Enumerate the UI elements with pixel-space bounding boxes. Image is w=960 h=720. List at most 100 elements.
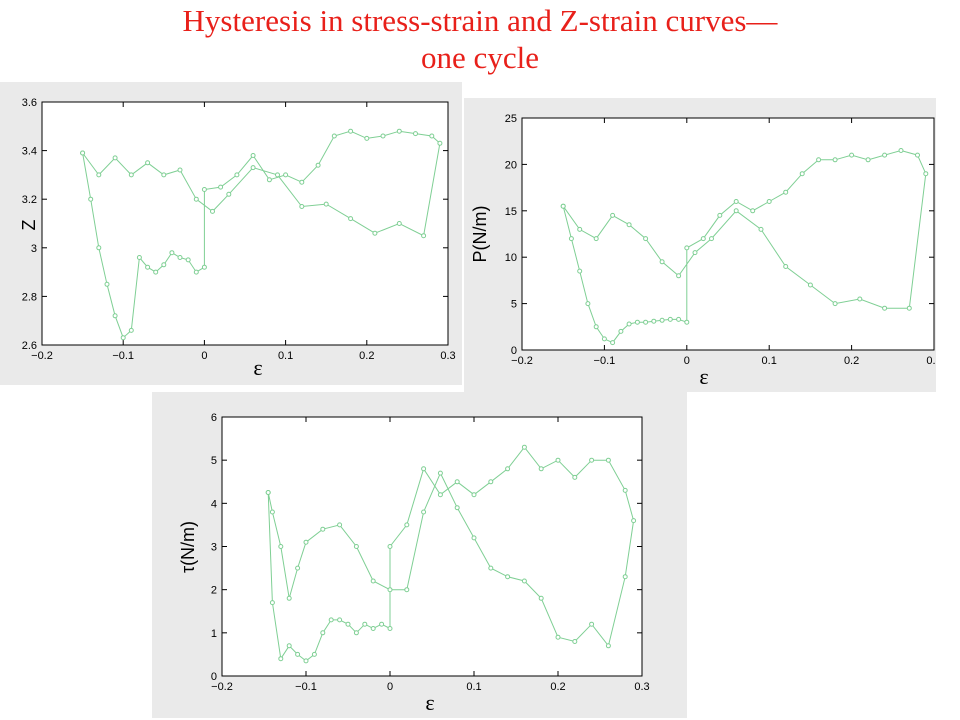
data-point: [128, 327, 134, 333]
data-point: [622, 574, 628, 580]
data-point: [315, 162, 321, 168]
x-tick-label: 0.1: [466, 681, 481, 693]
y-tick-label: 1: [211, 628, 217, 640]
data-point: [622, 487, 628, 493]
data-point: [286, 643, 292, 649]
data-point: [303, 658, 309, 664]
data-point: [345, 621, 351, 627]
data-point: [643, 236, 649, 242]
x-tick-label: 0.3: [440, 350, 455, 362]
x-tick-label: 0.1: [762, 355, 777, 367]
data-point: [766, 199, 772, 204]
data-point: [201, 187, 207, 192]
data-point: [169, 250, 175, 256]
data-point: [278, 656, 284, 662]
data-point: [882, 305, 888, 311]
data-point: [193, 269, 199, 275]
data-point: [505, 466, 511, 472]
data-point: [387, 544, 393, 549]
data-point: [250, 153, 256, 158]
data-point: [353, 544, 359, 549]
data-point: [421, 466, 427, 472]
data-point: [865, 157, 871, 163]
x-tick-label: 0.3: [926, 355, 936, 367]
data-point: [429, 133, 435, 139]
x-tick-label: 0.2: [359, 350, 374, 362]
data-point: [145, 160, 151, 166]
data-point: [572, 639, 578, 644]
data-point: [471, 535, 477, 541]
data-point: [372, 230, 378, 236]
y-tick-label: 5: [511, 299, 517, 311]
data-point: [80, 150, 86, 156]
y-tick-label: 0: [511, 345, 517, 357]
data-point: [684, 319, 690, 325]
data-point: [783, 189, 789, 195]
data-point: [816, 157, 822, 163]
p-strain-chart: −0.2 −0.1 0 0.1 0.2 0.3 0 5 10 15 20 25 ε P(N/m): [464, 98, 936, 392]
x-tick-label: 0.2: [550, 681, 565, 693]
data-point: [396, 128, 402, 134]
data-point: [348, 216, 354, 222]
data-point: [364, 135, 370, 141]
data-point: [898, 148, 904, 153]
data-point: [577, 268, 583, 274]
data-point: [370, 578, 376, 584]
y-tick-label: 3.6: [22, 97, 37, 109]
data-point: [269, 600, 275, 606]
data-point: [692, 250, 698, 256]
chart-panel-p: −0.2 −0.1 0 0.1 0.2 0.3 0 5 10 15 20 25 ε P(N/m): [464, 98, 936, 392]
data-point: [269, 509, 275, 515]
data-point: [437, 140, 443, 146]
data-point: [906, 305, 912, 311]
data-point: [380, 133, 386, 139]
data-point: [676, 273, 682, 279]
x-tick-label: 0.1: [278, 350, 293, 362]
data-point: [488, 479, 494, 485]
data-point: [404, 522, 410, 528]
data-point: [700, 236, 706, 242]
data-point: [295, 565, 301, 571]
data-point: [437, 492, 443, 498]
data-point: [521, 578, 527, 584]
y-tick-label: 3: [31, 243, 37, 255]
data-point: [488, 565, 494, 571]
data-point: [589, 457, 595, 463]
data-point: [832, 301, 838, 307]
data-point: [555, 457, 561, 463]
data-point: [353, 630, 359, 636]
data-point: [337, 522, 343, 528]
data-point: [96, 172, 102, 178]
data-point: [136, 255, 142, 260]
data-point: [568, 236, 574, 242]
y-tick-label: 3.4: [22, 146, 37, 158]
data-point: [709, 236, 714, 242]
data-point: [145, 264, 151, 270]
y-tick-label: 2: [211, 585, 217, 597]
data-point: [323, 201, 329, 207]
data-point: [362, 621, 368, 627]
y-tick-label: 20: [505, 159, 517, 171]
data-point: [807, 282, 813, 288]
data-point: [177, 167, 183, 173]
data-point: [733, 208, 739, 214]
data-point: [505, 574, 511, 580]
data-point: [585, 301, 591, 307]
z-strain-chart: −0.2 −0.1 0 0.1 0.2 0.3 2.6 2.8 3 3.2 3.4 3.6 ε Z: [0, 82, 462, 385]
data-point: [634, 319, 640, 325]
plot-area: [521, 117, 935, 351]
data-point: [659, 317, 665, 323]
data-point: [593, 324, 599, 330]
y-tick-label: 25: [505, 113, 517, 125]
data-point: [88, 196, 94, 202]
data-point: [331, 133, 337, 139]
data-point: [538, 595, 544, 601]
y-tick-label: 5: [211, 455, 217, 467]
data-point: [234, 172, 240, 178]
data-point: [923, 171, 929, 177]
slide-title-line-1: Hysteresis in stress-strain and Z-strain…: [182, 3, 778, 38]
data-point: [421, 233, 427, 239]
data-point: [750, 208, 756, 214]
y-tick-label: 2.6: [22, 340, 37, 352]
data-point: [337, 617, 343, 623]
